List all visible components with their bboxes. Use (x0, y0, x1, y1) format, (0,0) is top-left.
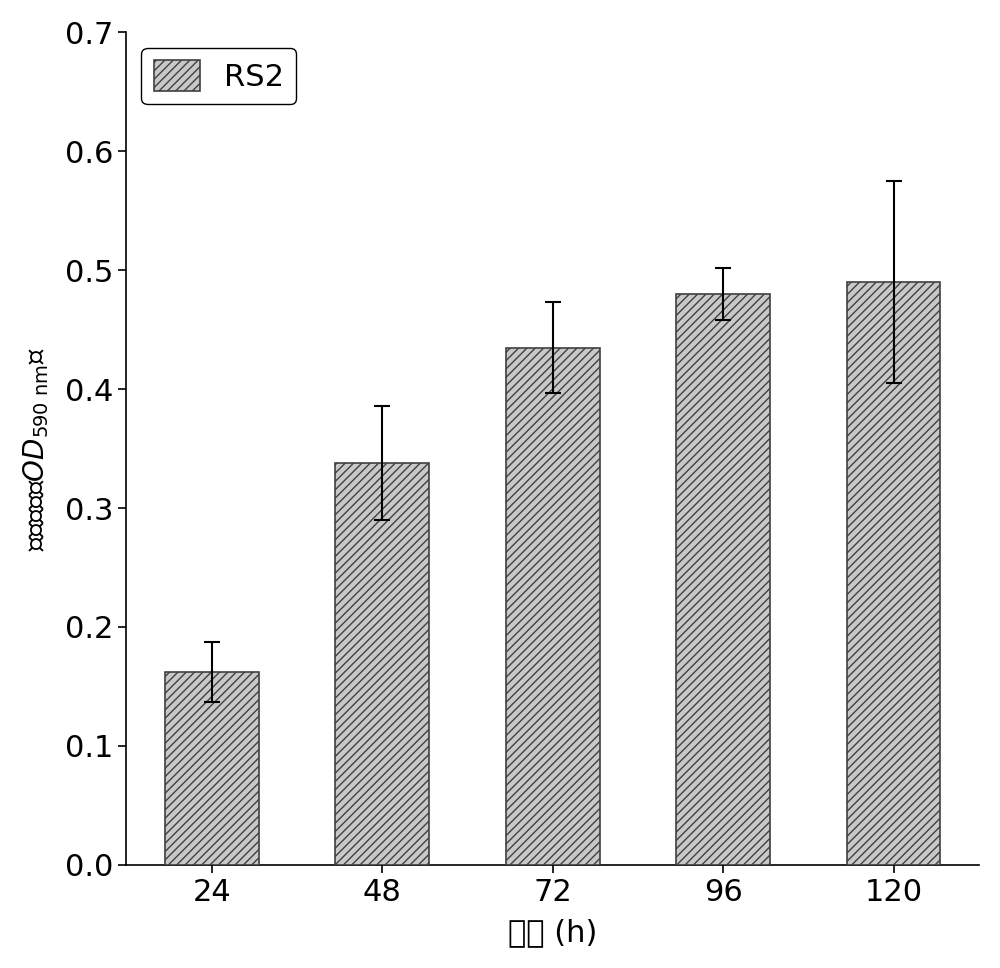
Bar (506, 348, 600, 864)
Bar (847, 282, 940, 864)
Bar (676, 294, 770, 864)
Legend: RS2: RS2 (141, 47, 296, 104)
Y-axis label: 成膜能力（$\mathit{OD}_{\mathregular{590\ nm}}$）: 成膜能力（$\mathit{OD}_{\mathregular{590\ nm}… (21, 347, 51, 551)
X-axis label: 时间 (h): 时间 (h) (508, 919, 597, 947)
Bar (165, 672, 259, 864)
Bar (335, 463, 429, 864)
